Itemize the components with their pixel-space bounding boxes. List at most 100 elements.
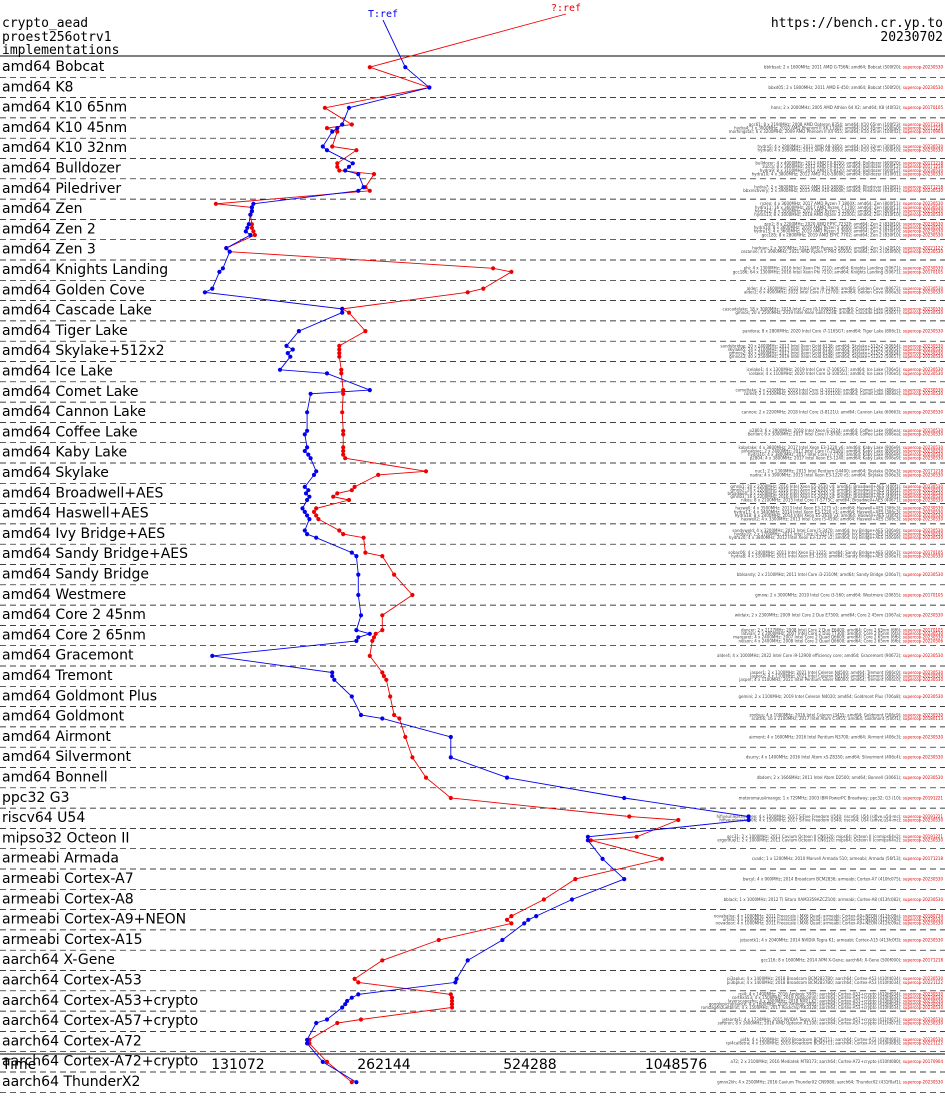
machine-label: pi3aplus; 4 x 1400MHz; 2018 Broadcom BCM… xyxy=(727,976,944,981)
cpu-label: amd64 Sandy Bridge+AES xyxy=(2,546,188,562)
cpu-label: amd64 Core 2 45nm xyxy=(2,607,146,623)
machine-version: supercop-20230530 xyxy=(903,817,944,822)
machine-version: supercop-20230530 xyxy=(903,448,944,453)
x-axis-label: Time xyxy=(1,1057,36,1073)
machine-version: supercop-20230530 xyxy=(903,572,944,577)
unknown-series-point xyxy=(388,694,393,699)
ref-series-point xyxy=(248,232,253,238)
machine-label: zoobus; 4 x 1000MHz; 2016 Intel Celeron … xyxy=(749,712,943,717)
ref-series-point xyxy=(305,532,310,537)
machine-version: supercop-20230530 xyxy=(903,491,944,496)
machine-version: supercop-20230530 xyxy=(903,876,944,881)
machine-version: supercop-20170105 xyxy=(903,627,944,632)
machine-spec: zen2; 8 x 2200MHz; 2020 AMD EPYC 7232P; … xyxy=(764,221,903,226)
machine-label: novadoor; 4 x 1000MHz; 2011 Freescale i.… xyxy=(716,921,944,926)
machine-spec: alder4; 4 x 1000MHz; 2022 Intel Core i9-… xyxy=(717,653,903,658)
machine-spec: gcc116; 8 x 1600MHz; 2014 APM X-Gene; aa… xyxy=(761,958,903,963)
machine-spec: nuc1; 2 x 1300MHz; 2015 Intel Pentium G4… xyxy=(755,469,903,474)
machine-label: hydra7; 2 x 3600MHz; 2012 AMD A10-5800K;… xyxy=(754,184,943,189)
unknown-series-point xyxy=(370,638,375,644)
cpu-label: amd64 Goldmont Plus xyxy=(2,688,157,704)
cpu-label: amd64 Comet Lake xyxy=(2,384,139,400)
ref-series-point xyxy=(340,306,345,311)
ref-series-point xyxy=(356,992,361,997)
unknown-series-point xyxy=(335,164,340,169)
series-label-leader xyxy=(369,13,567,68)
ref-series-point xyxy=(358,712,364,718)
unknown-series-point xyxy=(341,448,346,454)
machine-version: supercop-20171218 xyxy=(903,184,944,189)
machine-label: latvian; 2 x 2000MHz; 2007 Intel Core 2 … xyxy=(741,631,943,636)
ref-series-point xyxy=(356,572,361,577)
machine-spec: latvian; 2 x 2000MHz; 2007 Intel Core 2 … xyxy=(741,631,902,636)
unknown-series-point xyxy=(449,998,455,1004)
machine-label: cannon; 2 x 2200MHz; 2018 Intel Core i3-… xyxy=(742,410,944,415)
unknown-series-point xyxy=(341,532,346,537)
cpu-label: amd64 Cascade Lake xyxy=(2,303,152,319)
machine-label: hydra16; 4 x 3800MHz; 2017 Intel Core i7… xyxy=(748,452,943,457)
ref-series-point xyxy=(306,488,311,493)
unknown-series-point xyxy=(341,428,346,433)
ref-series-point xyxy=(245,225,250,230)
machine-version: supercop-20221122 xyxy=(903,980,944,985)
cpu-label: amd64 Haswell+AES xyxy=(2,506,149,522)
machine-version: supercop-20230530 xyxy=(903,484,944,489)
machine-label: haswell2; 4 x 3300MHz; 2013 Intel Core i… xyxy=(741,516,943,521)
ref-series-point xyxy=(300,506,305,511)
cpu-label: aarch64 X-Gene xyxy=(2,952,115,968)
machine-spec: hydra15; 4 x 3600MHz; 2019 AMD Ryzen 5 3… xyxy=(754,229,903,234)
machine-spec: hydra5; 4 x 2900MHz; 2011 AMD A8-3850; a… xyxy=(758,144,903,149)
unknown-series-point xyxy=(249,222,254,227)
machine-label: p2803; 6 x 3900MHz; 2018 Intel Xeon E-22… xyxy=(749,428,943,433)
machine-version: supercop-20230530 xyxy=(903,85,944,90)
cpu-label: amd64 Tiger Lake xyxy=(2,323,128,339)
machine-version: supercop-20230530 xyxy=(903,391,944,396)
machine-spec: a72; 2 x 2100MHz; 2016 Mediatek MT8173; … xyxy=(730,1059,902,1064)
ref-series-point xyxy=(349,550,354,555)
machine-spec: jasper1; 2 x 1100MHz; 2021 Intel Celeron… xyxy=(749,670,903,675)
machine-version: supercop-20230530 xyxy=(903,168,944,173)
machine-spec: nadra; 4 x 3900MHz; 2015 Intel Xeon E3-1… xyxy=(750,472,903,477)
machine-spec: alder; 4 x 3600MHz; 2022 Intel Core i9-1… xyxy=(747,286,903,291)
ref-series-point xyxy=(356,188,361,193)
machine-label: hydra9; 8 x 3100MHz; 2012 AMD FX-8120; a… xyxy=(760,168,944,173)
x-tick-label: 524288 xyxy=(503,1057,556,1073)
ref-series-point xyxy=(380,716,385,721)
unknown-series-point xyxy=(449,995,455,1000)
unknown-series-point xyxy=(252,232,257,238)
ref-series-point xyxy=(500,937,505,943)
cpu-label: aarch64 Cortex-A53 xyxy=(2,973,142,989)
machine-label: alder2; 6 x 4900MHz; 2022 Intel Core i7-… xyxy=(744,290,944,295)
machine-version: supercop-20191221 xyxy=(903,814,944,819)
ref-series-point xyxy=(306,452,311,457)
ref-series-point xyxy=(504,775,510,780)
machine-version: supercop-20230530 xyxy=(903,354,944,359)
ref-series-point xyxy=(217,269,222,274)
machine-spec: p2803; 6 x 3900MHz; 2018 Intel Xeon E-22… xyxy=(749,428,902,433)
unknown-series-point xyxy=(423,469,429,474)
machine-label: ryzen; 4 x 3600MHz; 2017 AMD Ryzen 7 180… xyxy=(760,201,943,206)
ref-series-point xyxy=(305,497,310,503)
series-points xyxy=(202,65,751,1085)
ref-series-point xyxy=(350,161,355,166)
ref-series-point xyxy=(358,613,364,618)
machine-version: supercop-20230530 xyxy=(903,208,944,213)
ref-series-point xyxy=(522,921,527,926)
machine-spec: cortexa53; 4 x 1500MHz; 2019 Qualcomm; a… xyxy=(732,995,903,1000)
series-lines xyxy=(203,66,750,1083)
cpu-label: amd64 Westmere xyxy=(2,587,126,603)
cpu-label: armeabi Cortex-A8 xyxy=(2,891,134,907)
machine-version: supercop-20230530 xyxy=(903,487,944,492)
ref-series-point xyxy=(448,734,453,740)
cpu-label: amd64 K8 xyxy=(2,79,73,95)
machine-version: supercop-20230530 xyxy=(903,937,944,942)
unknown-series-point xyxy=(349,1080,354,1085)
machine-label: zen2; 8 x 2200MHz; 2020 AMD EPYC 7232P; … xyxy=(764,221,943,226)
ref-series-point xyxy=(251,201,256,206)
machine-label: gcc31; 2 x 1000MHz; 2011 Cavium Octeon I… xyxy=(727,834,944,839)
ref-series-point xyxy=(330,670,335,675)
cpu-label: amd64 Knights Landing xyxy=(2,262,168,278)
machine-spec: cannon; 2 x 2200MHz; 2018 Intel Core i3-… xyxy=(742,410,903,415)
unknown-series-point xyxy=(349,122,354,127)
